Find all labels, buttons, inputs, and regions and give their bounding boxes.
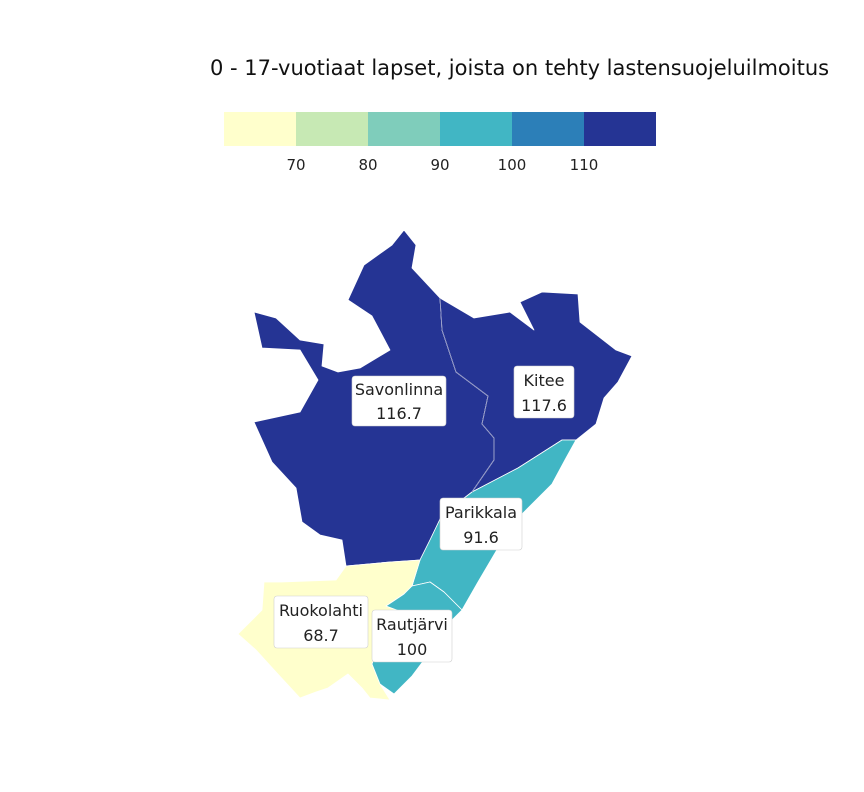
legend-bin-1 <box>224 112 296 146</box>
legend-tick-110: 110 <box>570 156 599 174</box>
legend-tick-90: 90 <box>430 156 449 174</box>
label-kitee-name: Kitee <box>524 371 565 390</box>
municipal-border <box>439 297 495 493</box>
color-legend: 70 80 90 100 110 <box>224 112 656 174</box>
legend-bin-5 <box>512 112 584 146</box>
legend-bin-4 <box>440 112 512 146</box>
label-ruokolahti-name: Ruokolahti <box>279 601 363 620</box>
map-title: 0 - 17-vuotiaat lapset, joista on tehty … <box>210 56 830 80</box>
legend-bin-3 <box>368 112 440 146</box>
legend-bin-2 <box>296 112 368 146</box>
legend-tick-80: 80 <box>358 156 377 174</box>
label-ruokolahti-value: 68.7 <box>303 626 339 645</box>
legend-tick-100: 100 <box>498 156 527 174</box>
label-rautjarvi-name: Rautjärvi <box>376 615 448 634</box>
label-parikkala-name: Parikkala <box>445 503 517 522</box>
label-parikkala: Parikkala 91.6 <box>439 497 523 551</box>
label-parikkala-value: 91.6 <box>463 528 499 547</box>
label-savonlinna: Savonlinna 116.7 <box>351 375 447 427</box>
label-rautjarvi-value: 100 <box>397 640 428 659</box>
label-kitee: Kitee 117.6 <box>513 365 575 419</box>
label-savonlinna-name: Savonlinna <box>355 380 443 399</box>
legend-tick-70: 70 <box>286 156 305 174</box>
label-savonlinna-value: 116.7 <box>376 404 422 423</box>
label-kitee-value: 117.6 <box>521 396 567 415</box>
region-labels: Savonlinna 116.7 Kitee 117.6 Parikkala 9… <box>273 365 575 663</box>
legend-bin-6 <box>584 112 656 146</box>
label-rautjarvi: Rautjärvi 100 <box>371 609 453 663</box>
label-ruokolahti: Ruokolahti 68.7 <box>273 595 369 649</box>
